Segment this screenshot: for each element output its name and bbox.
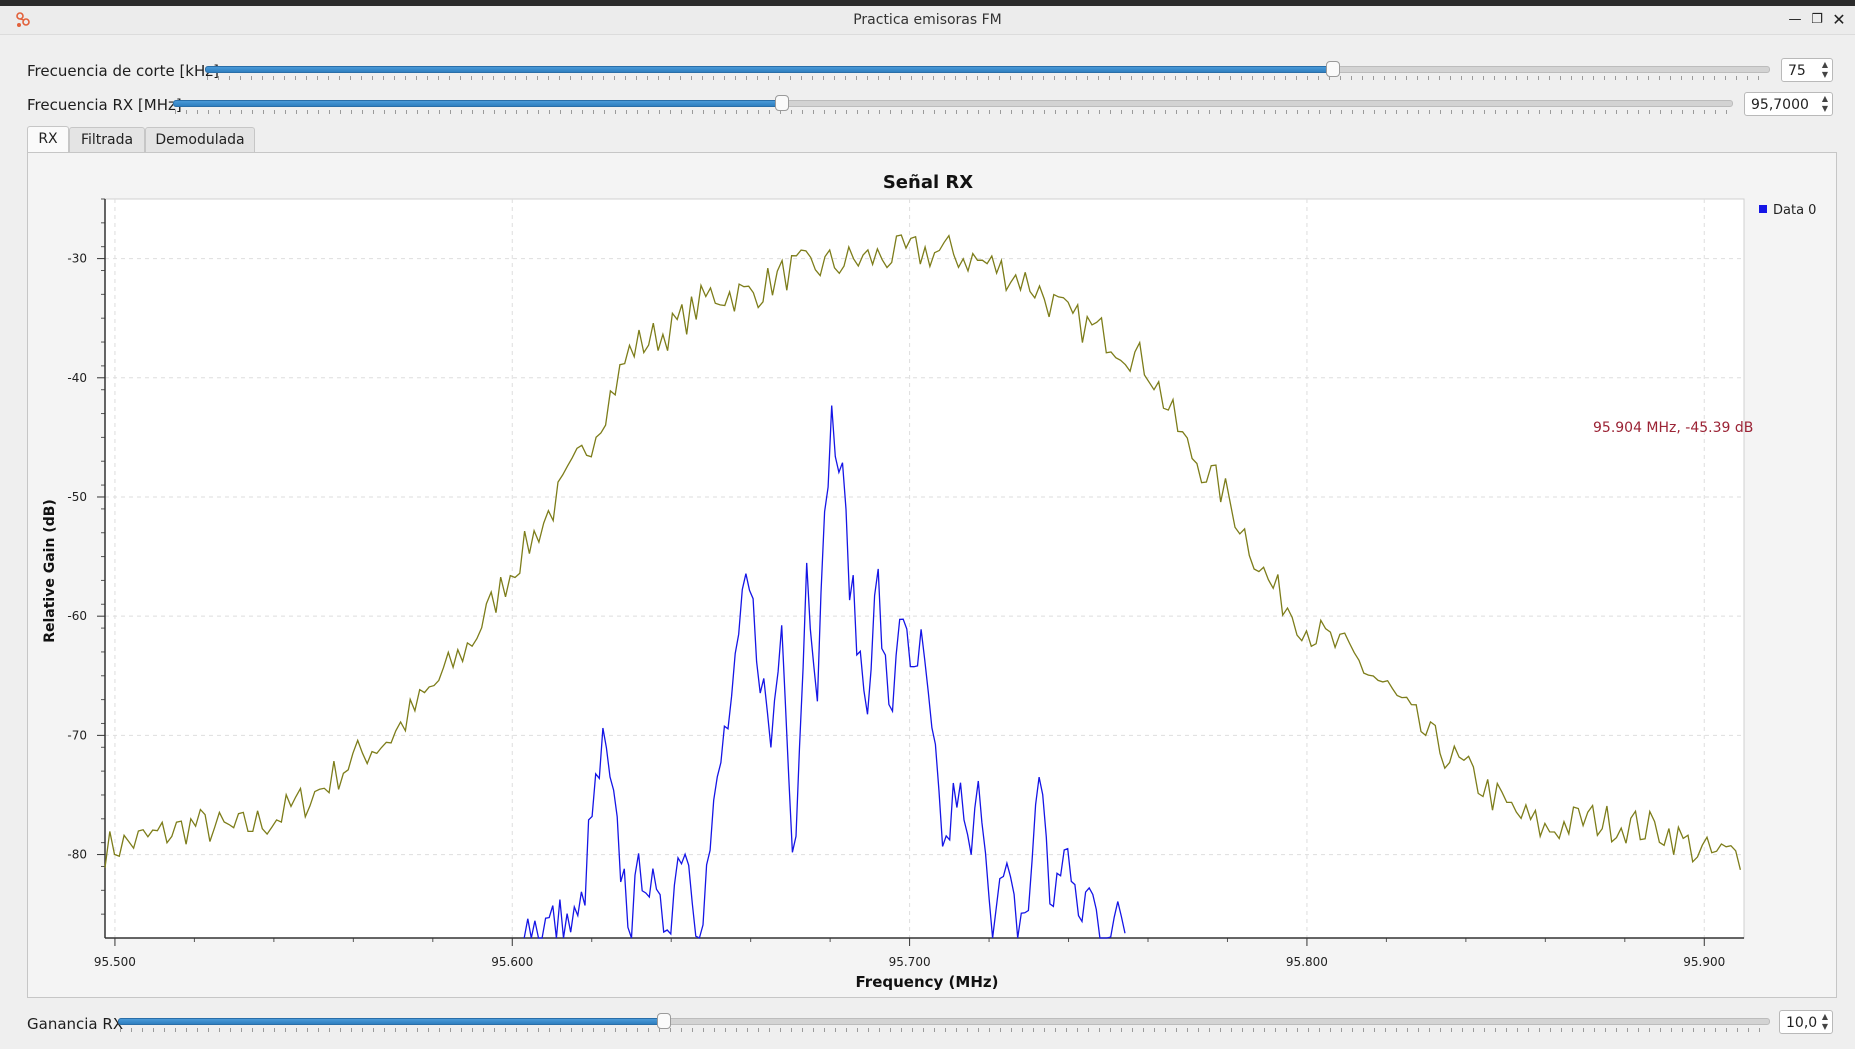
slider-ticks (120, 1028, 1768, 1032)
spin-arrows-icon[interactable]: ▲ ▼ (1821, 1012, 1829, 1031)
spin-arrows-icon[interactable]: ▲ ▼ (1821, 94, 1829, 113)
chart-title: Señal RX (883, 172, 973, 193)
plot-canvas (104, 198, 1745, 939)
slider-fill (118, 1018, 666, 1025)
minimize-icon[interactable]: — (1788, 12, 1802, 27)
x-tick-label: 95.700 (889, 955, 931, 969)
y-tick-label: -70 (67, 728, 87, 742)
x-tick-label: 95.800 (1286, 955, 1328, 969)
slider-ticks (207, 76, 1768, 80)
gain-value[interactable]: 10,0 (1786, 1015, 1818, 1031)
spin-arrows-icon[interactable]: ▲ ▼ (1821, 60, 1829, 79)
window-title: Practica emisoras FM (853, 12, 1002, 28)
gain-label: Ganancia RX (27, 1015, 124, 1033)
x-tick-label: 95.600 (491, 955, 533, 969)
cursor-readout: 95.904 MHz, -45.39 dB (1593, 420, 1754, 436)
tab-filtrada[interactable]: Filtrada (69, 127, 145, 152)
rx-freq-slider[interactable] (173, 95, 1733, 114)
maximize-icon[interactable]: ❐ (1811, 12, 1823, 27)
title-bar[interactable]: Practica emisoras FM — ❐ ✕ (0, 6, 1855, 35)
y-tick-label: -30 (67, 252, 87, 266)
y-axis-label: Relative Gain (dB) (42, 499, 58, 643)
slider-ticks (175, 110, 1731, 114)
cutoff-value[interactable]: 75 (1788, 63, 1806, 79)
spectrum-plot[interactable]: 95.500 95.600 95.700 95.800 95.900 -30 -40 -50 -… (0, 6, 1855, 1049)
y-tick-label: -40 (67, 371, 87, 385)
rx-freq-value[interactable]: 95,7000 (1751, 97, 1809, 113)
rx-freq-spinbox[interactable]: 95,7000 ▲ ▼ (1744, 92, 1833, 116)
legend-swatch-data0 (1759, 205, 1767, 213)
tab-rx[interactable]: RX (27, 126, 69, 153)
close-icon[interactable]: ✕ (1832, 10, 1846, 29)
cutoff-spinbox[interactable]: 75 ▲ ▼ (1781, 58, 1833, 82)
y-tick-label: -50 (67, 490, 87, 504)
x-axis-label: Frequency (MHz) (856, 973, 999, 991)
app-window: Practica emisoras FM — ❐ ✕ Frecuencia de… (0, 6, 1855, 1049)
x-tick-label: 95.500 (94, 955, 136, 969)
gain-spinbox[interactable]: 10,0 ▲ ▼ (1779, 1010, 1833, 1034)
slider-handle[interactable] (657, 1013, 672, 1029)
rx-freq-label: Frecuencia RX [MHz] (27, 96, 182, 114)
y-tick-label: -60 (67, 609, 87, 623)
gnuradio-app-icon (16, 12, 30, 27)
legend-label-data0: Data 0 (1773, 203, 1817, 218)
chart-legend[interactable]: Data 0 (1759, 203, 1816, 218)
tab-demodulada[interactable]: Demodulada (145, 127, 255, 152)
cutoff-label: Frecuencia de corte [kHz] (27, 62, 219, 80)
series-line-data0 (523, 405, 1126, 939)
gain-slider[interactable] (118, 1013, 1770, 1032)
x-tick-label: 95.900 (1683, 955, 1725, 969)
series-line-hold (104, 234, 1742, 870)
cutoff-slider[interactable] (205, 61, 1770, 80)
y-tick-label: -80 (67, 848, 87, 862)
